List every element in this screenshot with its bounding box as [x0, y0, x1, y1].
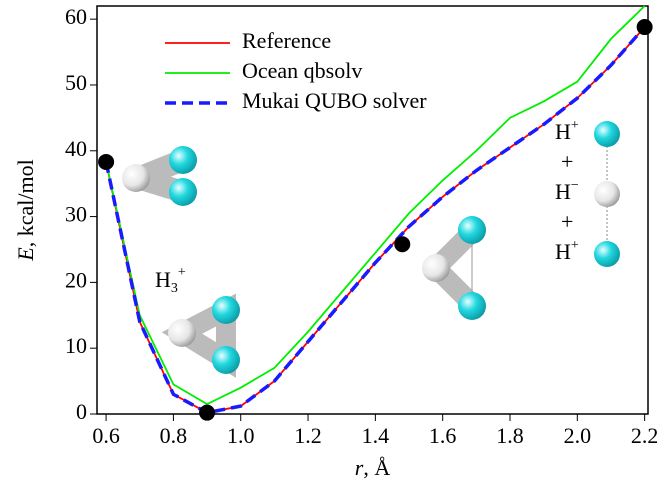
y-label-unit: , kcal/mol	[13, 159, 38, 247]
dissociation-label: H−	[555, 178, 579, 204]
legend-label: Reference	[242, 28, 331, 53]
x-tick-label: 0.6	[92, 423, 120, 448]
x-tick-label: 1.2	[294, 423, 322, 448]
x-axis-label: r, Å	[355, 455, 391, 480]
legend-label: Mukai QUBO solver	[242, 88, 427, 113]
highlight-point	[98, 154, 114, 170]
ann-sup: −	[571, 178, 579, 193]
y-tick-label: 30	[65, 202, 87, 227]
ann-sub: 3	[171, 281, 178, 296]
page: body { margin: 0; background: #fff; font…	[0, 0, 657, 486]
highlight-point	[199, 405, 215, 421]
x-tick-label: 1.8	[496, 423, 524, 448]
x-tick-label: 2.2	[631, 423, 657, 448]
x-tick-label: 1.0	[227, 423, 255, 448]
y-label-var: E	[13, 247, 38, 262]
x-label-unit: , Å	[363, 455, 390, 480]
dissociation-label: +	[561, 149, 573, 174]
y-tick-label: 20	[65, 267, 87, 292]
dissociation-label: H+	[555, 238, 579, 264]
y-tick-label: 0	[76, 399, 87, 424]
dissociation-label: +	[561, 209, 573, 234]
y-tick-label: 40	[65, 136, 87, 161]
ann-base: H	[555, 239, 571, 264]
dissociation-label: H+	[555, 118, 579, 144]
molecule-1	[122, 146, 197, 206]
x-tick-label: 1.4	[362, 423, 390, 448]
ann-sup: +	[571, 118, 579, 133]
legend-label: Ocean qbsolv	[242, 58, 362, 83]
highlight-point	[394, 236, 410, 252]
ann-base: H	[555, 119, 571, 144]
ann-base: +	[561, 149, 573, 174]
y-axis-label: E, kcal/mol	[13, 159, 38, 261]
x-tick-label: 2.0	[564, 423, 592, 448]
molecule-label: H3+	[155, 265, 186, 296]
molecule-2	[168, 296, 240, 374]
y-tick-label: 10	[65, 333, 87, 358]
y-tick-label: 60	[65, 4, 87, 29]
molecule-4	[594, 121, 620, 267]
x-tick-label: 1.6	[429, 423, 457, 448]
ann-base: H	[155, 267, 171, 292]
ann-sup: +	[178, 265, 186, 280]
molecule-3	[422, 216, 486, 320]
chart: 0.6 0.8 1.0 1.2 1.4 1.6 1.8 2.0 2.2 0 10 20 30 40 50 60…	[0, 0, 657, 486]
body: {"chart_data": {"type": "line", "xlabel"…	[0, 0, 657, 486]
ann-base: H	[555, 179, 571, 204]
ann-sup: +	[571, 238, 579, 253]
y-tick-label: 50	[65, 70, 87, 95]
x-tick-label: 0.8	[160, 423, 188, 448]
highlight-point	[637, 19, 653, 35]
ann-base: +	[561, 209, 573, 234]
